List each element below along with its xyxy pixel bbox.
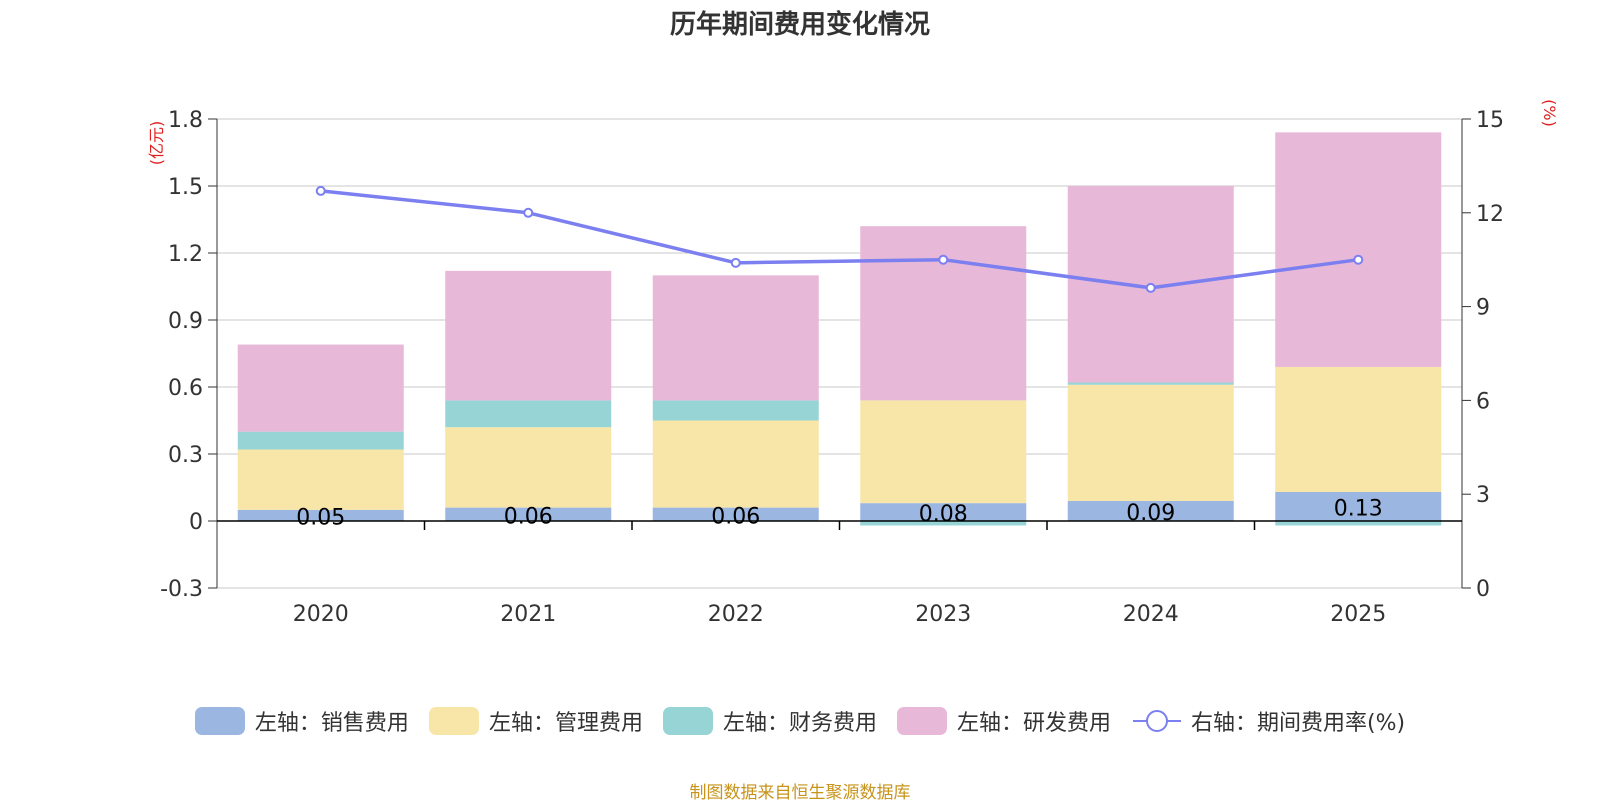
legend-item-rd[interactable]: 左轴：研发费用 bbox=[896, 705, 1111, 737]
bar-rd-2025 bbox=[1275, 132, 1442, 367]
bar-sales-2021 bbox=[445, 507, 612, 521]
category-label: 2022 bbox=[708, 602, 764, 627]
category-label: 2021 bbox=[500, 602, 556, 627]
right-tick-label: 12 bbox=[1476, 202, 1504, 227]
left-tick-label: 0.3 bbox=[168, 443, 203, 468]
sales-data-label: 0.06 bbox=[504, 504, 553, 529]
right-tick-label: 15 bbox=[1476, 108, 1504, 133]
bar-finance-2020 bbox=[237, 431, 404, 450]
category-label: 2023 bbox=[915, 602, 971, 627]
sales-data-label: 0.05 bbox=[296, 505, 345, 530]
left-tick-label: 1.8 bbox=[168, 108, 203, 133]
bar-finance-2025 bbox=[1275, 521, 1442, 526]
bar-admin-2021 bbox=[445, 427, 612, 508]
legend: 左轴：销售费用 左轴：管理费用 左轴：财务费用 左轴：研发费用 右轴：期间费用率… bbox=[0, 703, 1600, 739]
data-source-note: 制图数据来自恒生聚源数据库 bbox=[689, 783, 911, 803]
right-tick-label: 0 bbox=[1476, 577, 1490, 602]
bar-admin-2023 bbox=[860, 400, 1027, 504]
bar-admin-2020 bbox=[237, 449, 404, 510]
legend-label-rd: 左轴：研发费用 bbox=[956, 711, 1111, 736]
right-tick-label: 3 bbox=[1476, 483, 1490, 508]
category-label: 2020 bbox=[293, 602, 349, 627]
bar-finance-2023 bbox=[860, 521, 1027, 526]
legend-swatch-sales bbox=[194, 707, 245, 735]
left-tick-label: 0 bbox=[189, 510, 203, 535]
bar-admin-2024 bbox=[1067, 384, 1234, 501]
bar-admin-2022 bbox=[652, 420, 819, 508]
rate-point bbox=[730, 257, 741, 268]
rate-point bbox=[1353, 254, 1364, 265]
legend-swatch-finance bbox=[662, 707, 713, 735]
bar-rd-2020 bbox=[237, 344, 404, 432]
bar-sales-2023 bbox=[860, 503, 1027, 521]
legend-item-finance[interactable]: 左轴：财务费用 bbox=[662, 705, 877, 737]
chart-title: 历年期间费用变化情况 bbox=[669, 10, 930, 40]
bar-rd-2023 bbox=[860, 226, 1027, 401]
bar-rd-2022 bbox=[652, 275, 819, 401]
left-axis-unit: (亿元) bbox=[147, 121, 166, 166]
bar-sales-2020 bbox=[237, 509, 404, 521]
rate-point bbox=[523, 207, 534, 218]
legend-item-sales[interactable]: 左轴：销售费用 bbox=[194, 705, 409, 737]
sales-data-label: 0.06 bbox=[711, 504, 760, 529]
bar-sales-2022 bbox=[652, 507, 819, 521]
rate-point bbox=[938, 254, 949, 265]
right-tick-label: 6 bbox=[1476, 389, 1490, 414]
bar-finance-2022 bbox=[652, 400, 819, 421]
bar-sales-2025 bbox=[1275, 491, 1442, 521]
bar-finance-2024 bbox=[1067, 382, 1234, 385]
left-tick-label: -0.3 bbox=[160, 577, 203, 602]
right-tick-label: 9 bbox=[1476, 296, 1490, 321]
legend-label-sales: 左轴：销售费用 bbox=[254, 711, 409, 736]
bar-sales-2024 bbox=[1067, 500, 1234, 521]
category-label: 2024 bbox=[1123, 602, 1179, 627]
rate-point bbox=[1145, 282, 1156, 293]
legend-swatch-admin bbox=[428, 707, 479, 735]
right-axis-unit: (%) bbox=[1540, 99, 1559, 127]
chart-canvas: 1.8 1.5 1.2 0.9 0.6 0.3 0 -0.3 15 12 9 6 3 0 (亿元) (%) 0.… bbox=[147, 99, 1559, 627]
bar-admin-2025 bbox=[1275, 366, 1442, 492]
left-tick-label: 0.6 bbox=[168, 376, 203, 401]
legend-label-rate: 右轴：期间费用率(%) bbox=[1190, 711, 1406, 736]
legend-item-admin[interactable]: 左轴：管理费用 bbox=[428, 705, 643, 737]
rate-point bbox=[315, 185, 326, 196]
sales-data-label: 0.13 bbox=[1334, 496, 1383, 521]
sales-data-label: 0.08 bbox=[919, 502, 968, 527]
bar-finance-2021 bbox=[445, 400, 612, 428]
bar-rd-2021 bbox=[445, 270, 612, 401]
legend-label-admin: 左轴：管理费用 bbox=[488, 711, 643, 736]
legend-swatch-rd bbox=[896, 707, 947, 735]
left-tick-label: 0.9 bbox=[168, 309, 203, 334]
category-label: 2025 bbox=[1330, 602, 1386, 627]
rate-line bbox=[320, 189, 1359, 290]
sales-data-label: 0.09 bbox=[1126, 501, 1175, 526]
legend-line-circle-icon bbox=[1132, 710, 1181, 732]
left-tick-label: 1.2 bbox=[168, 242, 203, 267]
left-tick-label: 1.5 bbox=[168, 175, 203, 200]
legend-label-finance: 左轴：财务费用 bbox=[722, 711, 877, 736]
legend-item-rate[interactable]: 右轴：期间费用率(%) bbox=[1131, 705, 1405, 737]
